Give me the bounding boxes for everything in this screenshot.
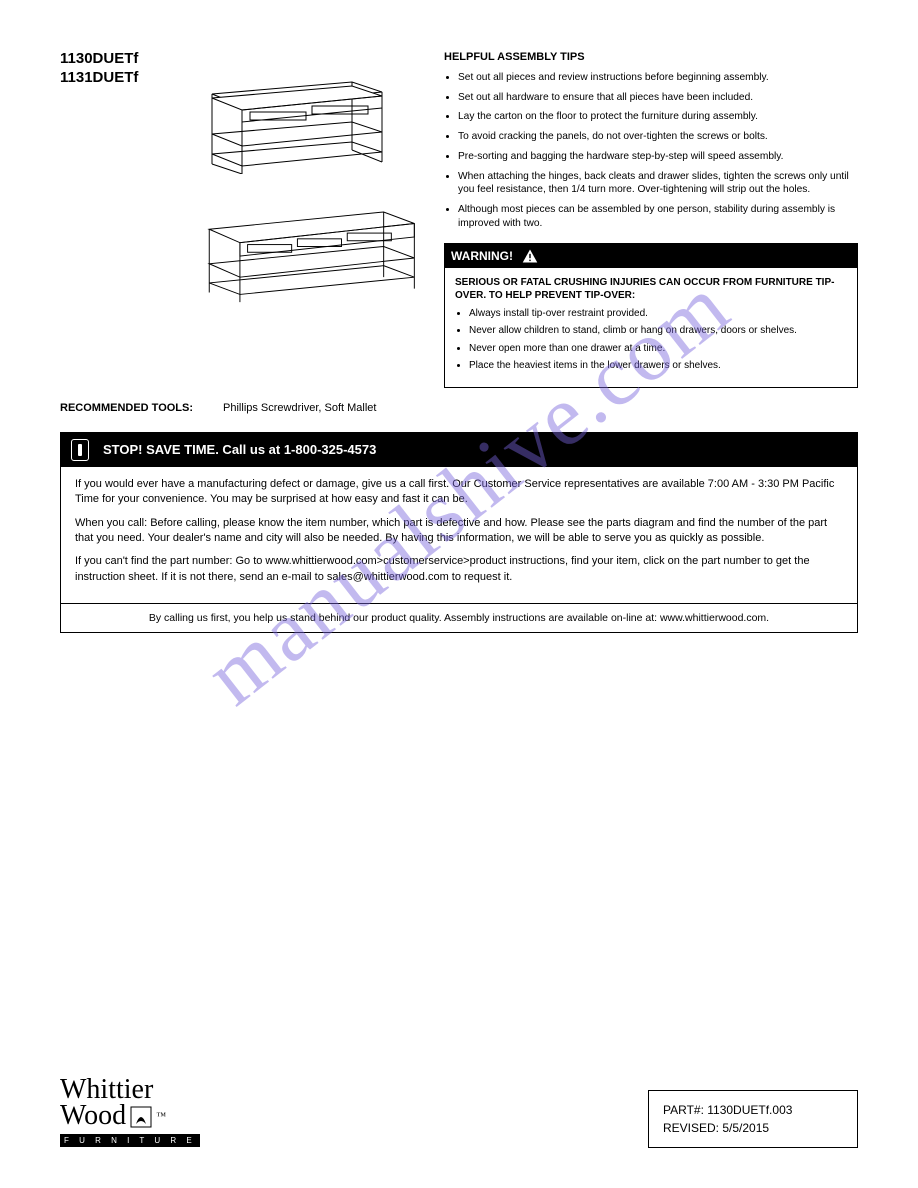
assembly-tips: HELPFUL ASSEMBLY TIPS Set out all pieces…	[444, 50, 858, 231]
tip-item: To avoid cracking the panels, do not ove…	[458, 130, 858, 144]
revised-value: 5/5/2015	[722, 1121, 769, 1135]
stop-body: If you would ever have a manufacturing d…	[61, 467, 857, 603]
page-footer: Whittier Wood ™ F U R N I T U R E PART#:…	[60, 1077, 858, 1148]
item-code-2: 1131DUETf	[60, 69, 170, 86]
item-code-1: 1130DUETf	[60, 50, 170, 67]
tips-and-warning-column: HELPFUL ASSEMBLY TIPS Set out all pieces…	[444, 50, 858, 388]
warning-box: WARNING! SERIOUS OR FATAL CRUSHING INJUR…	[444, 243, 858, 388]
warning-list: Always install tip-over restraint provid…	[469, 307, 847, 373]
tip-item: When attaching the hinges, back cleats a…	[458, 170, 858, 198]
tip-item: Set out all pieces and review instructio…	[458, 71, 858, 85]
warning-item: Always install tip-over restraint provid…	[469, 307, 847, 321]
item-codes-column: 1130DUETf 1131DUETf	[60, 50, 170, 388]
warning-item: Never allow children to stand, climb or …	[469, 324, 847, 338]
warning-title: WARNING!	[451, 249, 513, 263]
partno-label: PART#:	[663, 1103, 704, 1117]
stop-paragraph: When you call: Before calling, please kn…	[75, 516, 843, 547]
stop-box: STOP! SAVE TIME. Call us at 1-800-325-45…	[60, 432, 858, 633]
tools-items: Phillips Screwdriver, Soft Mallet	[223, 402, 376, 414]
stop-footer: By calling us first, you help us stand b…	[61, 603, 857, 632]
tools-row: RECOMMENDED TOOLS: Phillips Screwdriver,…	[60, 402, 858, 414]
logo-subtext: F U R N I T U R E	[60, 1134, 200, 1147]
phone-icon	[71, 439, 89, 461]
warning-item: Never open more than one drawer at a tim…	[469, 342, 847, 356]
tips-list: Set out all pieces and review instructio…	[444, 71, 858, 231]
tip-item: Lay the carton on the floor to protect t…	[458, 110, 858, 124]
stop-header: STOP! SAVE TIME. Call us at 1-800-325-45…	[61, 433, 857, 467]
warning-body: SERIOUS OR FATAL CRUSHING INJURIES CAN O…	[445, 268, 857, 387]
tip-item: Pre-sorting and bagging the hardware ste…	[458, 150, 858, 164]
furniture-illustration-small	[192, 54, 392, 174]
tip-item: Although most pieces can be assembled by…	[458, 203, 858, 231]
product-images-column	[192, 50, 422, 388]
page-content: 1130DUETf 1131DUETf	[60, 50, 858, 633]
warning-triangle-icon	[521, 248, 539, 264]
part-info-box: PART#: 1130DUETf.003 REVISED: 5/5/2015	[648, 1090, 858, 1148]
tip-item: Set out all hardware to ensure that all …	[458, 91, 858, 105]
revised-label: REVISED:	[663, 1121, 719, 1135]
warning-subhead: SERIOUS OR FATAL CRUSHING INJURIES CAN O…	[455, 276, 847, 303]
furniture-illustration-large	[192, 189, 422, 304]
tools-label: RECOMMENDED TOOLS:	[60, 402, 193, 414]
leaf-icon	[130, 1106, 152, 1128]
logo-line2: Wood	[60, 1103, 126, 1130]
brand-logo: Whittier Wood ™ F U R N I T U R E	[60, 1077, 200, 1148]
partno-value: 1130DUETf.003	[707, 1103, 792, 1117]
warning-header: WARNING!	[445, 244, 857, 268]
stop-paragraph: If you would ever have a manufacturing d…	[75, 477, 843, 508]
stop-paragraph: If you can't find the part number: Go to…	[75, 554, 843, 585]
stop-title: STOP! SAVE TIME. Call us at 1-800-325-45…	[103, 442, 376, 457]
tips-heading: HELPFUL ASSEMBLY TIPS	[444, 50, 858, 65]
top-section: 1130DUETf 1131DUETf	[60, 50, 858, 388]
warning-item: Place the heaviest items in the lower dr…	[469, 359, 847, 373]
